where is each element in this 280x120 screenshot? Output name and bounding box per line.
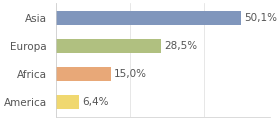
Bar xyxy=(56,67,111,81)
Bar xyxy=(56,95,79,109)
Bar xyxy=(56,39,161,53)
Text: 15,0%: 15,0% xyxy=(114,69,147,79)
Bar xyxy=(56,11,241,25)
Text: 28,5%: 28,5% xyxy=(164,41,197,51)
Text: 50,1%: 50,1% xyxy=(244,13,277,23)
Text: 6,4%: 6,4% xyxy=(82,97,109,107)
